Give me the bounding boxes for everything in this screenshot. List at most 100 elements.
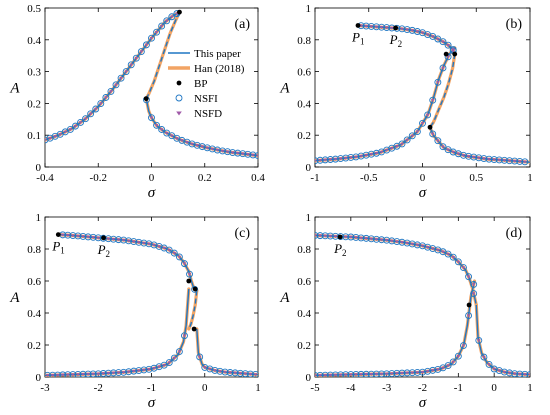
nsfi-marker <box>439 143 447 151</box>
nsfi-marker <box>367 150 375 158</box>
nsfd-marker <box>466 275 471 279</box>
nsfd-marker <box>157 365 161 369</box>
nsfd-marker <box>256 154 258 158</box>
nsfd-marker <box>328 373 333 377</box>
nsfi-marker <box>79 370 87 377</box>
legend-entry-label: This paper <box>194 48 241 60</box>
nsfd-marker <box>395 240 399 244</box>
nsfi-marker <box>393 369 401 377</box>
nsfd-marker <box>93 107 98 111</box>
nsfi-marker <box>316 232 324 240</box>
y-tick-label: 0.2 <box>27 98 41 110</box>
nsfd-marker <box>48 136 52 140</box>
nsfd-marker <box>101 372 106 376</box>
nsfi-marker <box>352 234 360 241</box>
nsfd-marker <box>379 26 384 30</box>
nsfi-marker <box>59 371 67 377</box>
nsfd-marker <box>338 157 343 161</box>
legend-entry-label: NSFD <box>194 108 222 120</box>
nsfi-marker <box>367 370 375 377</box>
nsfd-marker <box>395 145 399 149</box>
bp-marker <box>427 124 433 130</box>
point-annotation-p1: P1 <box>351 29 364 46</box>
x-tick-label: 0 <box>491 382 497 394</box>
nsfi-marker <box>142 41 150 49</box>
y-tick-label: 0.6 <box>297 276 311 288</box>
nsfd-marker <box>415 243 420 247</box>
nsfi-marker <box>140 366 148 374</box>
bp-marker <box>191 326 197 332</box>
nsfd-marker <box>121 371 126 375</box>
nsfd-marker <box>461 344 466 348</box>
nsfi-marker <box>181 332 188 340</box>
nsfd-marker <box>343 373 348 377</box>
nsfd-marker <box>384 26 389 30</box>
nsfi-marker <box>485 155 493 163</box>
nsfi-marker <box>148 34 155 42</box>
nsfi-marker <box>362 151 370 159</box>
nsfd-marker <box>328 234 333 238</box>
nsfd-marker <box>66 373 70 377</box>
nsfd-marker <box>374 238 379 242</box>
nsfd-marker <box>384 239 389 242</box>
nsfi-marker <box>506 157 513 165</box>
nsfi-marker <box>352 153 360 161</box>
x-tick-label: 0.5 <box>469 172 483 184</box>
x-axis-label: σ <box>419 185 427 201</box>
panel-label: (d) <box>506 226 523 241</box>
nsfi-marker <box>208 145 216 153</box>
nsfd-marker <box>106 237 111 241</box>
nsfd-marker <box>369 372 374 376</box>
nsfd-marker <box>126 370 131 374</box>
nsfd-marker <box>109 90 113 94</box>
nsfd-marker <box>215 148 220 152</box>
nsfd-marker <box>157 245 161 249</box>
nsfi-marker <box>362 22 370 30</box>
nsfd-marker <box>164 19 169 23</box>
annotation-letter: P <box>389 32 398 47</box>
nsfi-marker <box>153 121 161 129</box>
nsfd-marker <box>359 236 363 240</box>
nsfi-marker <box>122 68 130 75</box>
nsfi-marker <box>454 258 462 266</box>
y-axis-label: A <box>279 81 290 97</box>
nsfd-marker <box>76 373 80 377</box>
nsfd-marker <box>502 370 507 374</box>
nsfi-marker <box>104 369 112 377</box>
legend-swatch-nsfd <box>176 111 182 116</box>
nsfi-marker <box>249 151 257 159</box>
nsfd-marker <box>210 147 215 151</box>
nsfd-marker <box>389 26 394 30</box>
nsfd-marker <box>379 372 384 376</box>
nsfd-marker <box>430 132 435 136</box>
nsfi-marker <box>490 156 498 164</box>
nsfi-marker <box>236 369 244 377</box>
y-tick-label: 0.8 <box>297 35 311 47</box>
nsfi-marker <box>465 312 473 319</box>
nsfi-marker <box>89 370 97 377</box>
legend-entry-label: Han (2018) <box>194 63 245 75</box>
nsfd-marker <box>451 48 456 52</box>
nsfi-marker <box>191 285 199 293</box>
bp-marker <box>466 302 472 308</box>
nsfd-marker <box>190 142 194 146</box>
y-tick-label: 0 <box>36 162 42 174</box>
upper-branch-this-paper-line <box>58 233 198 292</box>
nsfi-marker <box>211 366 219 374</box>
nsfd-marker <box>60 233 65 237</box>
nsfi-marker <box>362 370 370 377</box>
nsfd-marker <box>441 145 445 149</box>
tail-branch-this-paper-line <box>475 304 530 376</box>
nsfd-marker <box>88 112 93 116</box>
tail-branch-this-paper-line <box>196 328 258 376</box>
nsfi-marker <box>439 64 447 72</box>
nsfd-marker <box>154 30 159 34</box>
nsfi-marker <box>337 233 345 240</box>
legend-swatch-bp <box>176 80 182 86</box>
nsfd-marker <box>205 146 210 150</box>
lower-branch-han-line <box>45 287 191 377</box>
nsfd-marker <box>405 138 409 142</box>
nsfi-marker <box>521 370 529 377</box>
nsfi-marker <box>398 238 406 246</box>
nsfd-marker <box>333 235 338 239</box>
